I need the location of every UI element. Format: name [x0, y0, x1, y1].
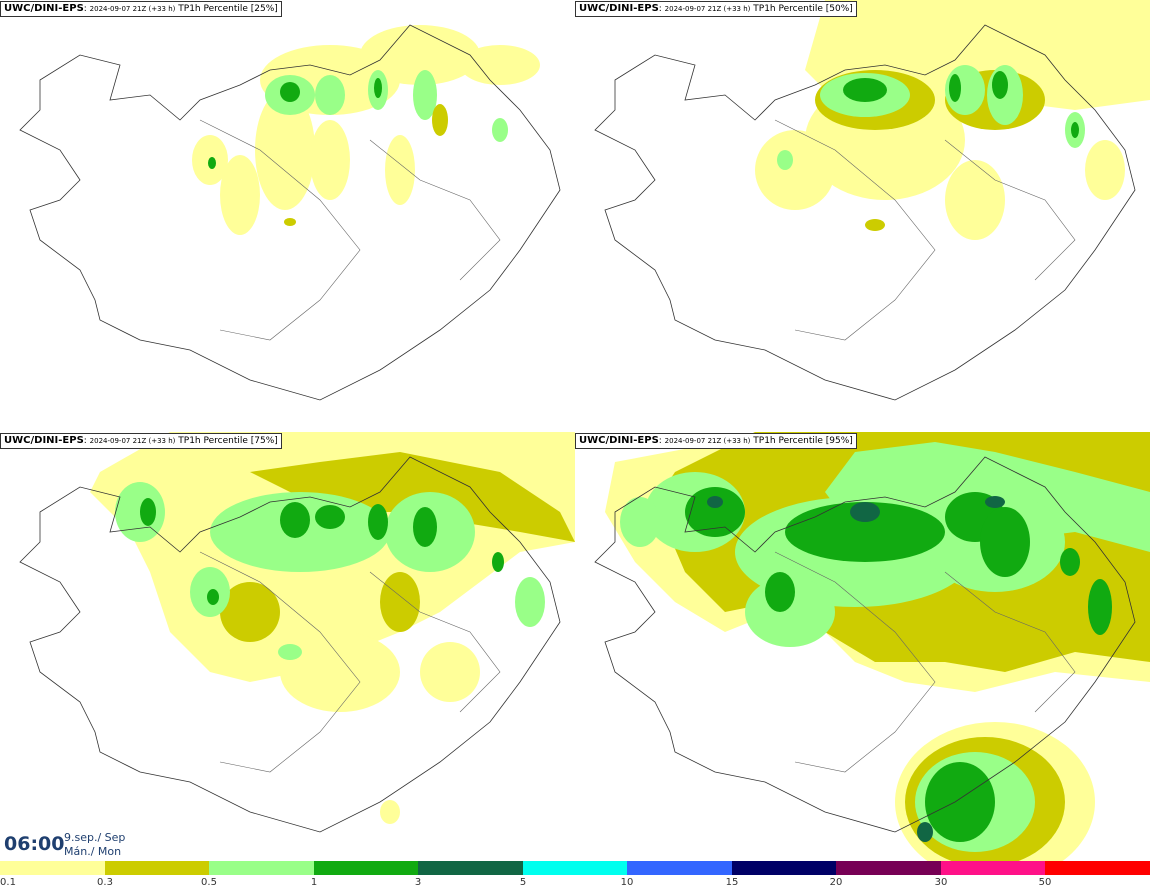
color-legend: 0.1 0.3 0.5 1 3 5 10 15 20 30 50	[0, 861, 1150, 891]
legend-label: 0.1	[0, 877, 16, 888]
legend-label: 3	[414, 877, 422, 888]
legend-swatch	[836, 861, 941, 875]
legend-label: 15	[725, 877, 739, 888]
panel-title: UWC/DINI-EPS: 2024-09-07 21Z (+33 h) TP1…	[0, 433, 282, 449]
map-panel-p50: UWC/DINI-EPS: 2024-09-07 21Z (+33 h) TP1…	[575, 0, 1150, 430]
panel-title: UWC/DINI-EPS: 2024-09-07 21Z (+33 h) TP1…	[0, 1, 282, 17]
legend-label: 0.5	[201, 877, 217, 888]
valid-weekday: Mán./ Mon	[64, 845, 122, 858]
panel-title: UWC/DINI-EPS: 2024-09-07 21Z (+33 h) TP1…	[575, 433, 857, 449]
legend-swatch	[418, 861, 523, 875]
legend-color-bar	[0, 861, 1150, 875]
valid-time-box: 06:00 9.sep./ Sep Mán./ Mon	[0, 827, 130, 861]
legend-swatch	[0, 861, 105, 875]
legend-swatch	[209, 861, 314, 875]
legend-swatch	[940, 861, 1046, 875]
valid-date: 9.sep./ Sep	[64, 831, 126, 844]
legend-label: 50	[1038, 877, 1052, 888]
precip-map-p75	[19, 432, 575, 833]
legend-label: 10	[620, 877, 634, 888]
legend-label: 0.3	[97, 877, 113, 888]
map-panel-p25: UWC/DINI-EPS: 2024-09-07 21Z (+33 h) TP1…	[0, 0, 575, 430]
legend-label: 30	[934, 877, 948, 888]
legend-swatch	[731, 861, 837, 875]
precip-map-p50	[594, 0, 1150, 401]
legend-swatch	[313, 861, 419, 875]
legend-label: 1	[310, 877, 318, 888]
precip-map-p25	[19, 24, 561, 401]
legend-swatch	[104, 861, 210, 875]
legend-label: 5	[519, 877, 527, 888]
legend-swatch	[522, 861, 628, 875]
legend-swatch	[1045, 861, 1150, 875]
panel-title: UWC/DINI-EPS: 2024-09-07 21Z (+33 h) TP1…	[575, 1, 857, 17]
legend-swatch	[627, 861, 732, 875]
map-panel-p95: UWC/DINI-EPS: 2024-09-07 21Z (+33 h) TP1…	[575, 432, 1150, 861]
legend-label: 20	[829, 877, 843, 888]
precip-map-p95	[594, 432, 1150, 861]
valid-time: 06:00	[4, 833, 65, 855]
map-panel-p75: UWC/DINI-EPS: 2024-09-07 21Z (+33 h) TP1…	[0, 432, 575, 861]
